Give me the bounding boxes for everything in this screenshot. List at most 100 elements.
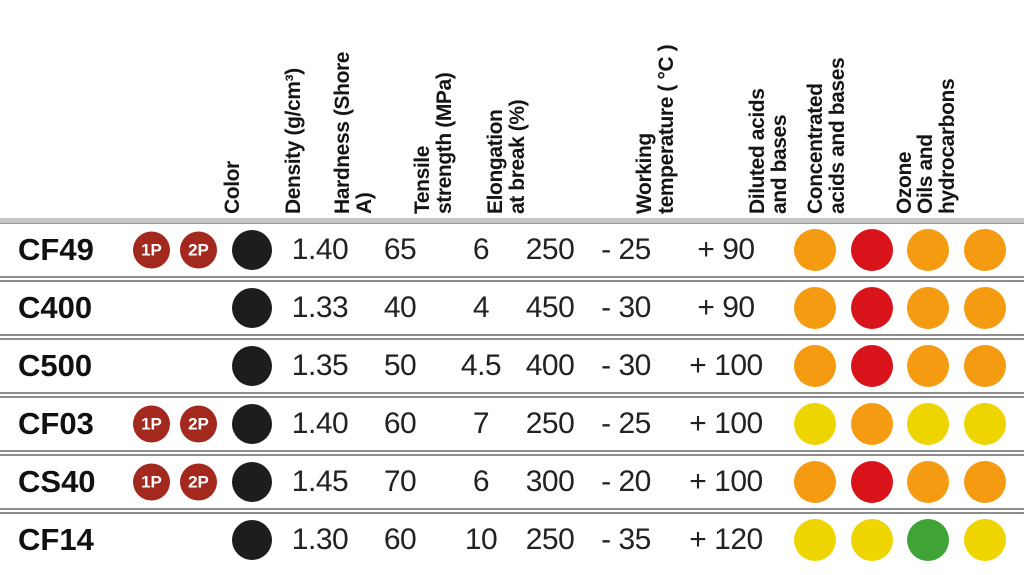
density-value: 1.33: [291, 291, 349, 324]
column-header-density: Density (g/cm³): [282, 68, 305, 214]
working-temp-max: + 100: [689, 407, 763, 440]
rating-dot-oils: [964, 519, 1006, 561]
rating-dot-concentrated-acids: [851, 287, 893, 329]
hardness-value: 60: [383, 407, 417, 440]
table-row-c400: C400 1.33 40 4 450 - 30 + 90: [0, 282, 1024, 334]
rating-dot-ozone: [907, 345, 949, 387]
density-value: 1.45: [291, 465, 349, 498]
row-separator: [0, 508, 1024, 514]
working-temp-min: - 25: [601, 407, 651, 440]
header-divider-bar: [0, 218, 1024, 224]
density-value: 1.40: [291, 407, 349, 440]
badge-2p: 2P: [180, 463, 217, 501]
color-swatch: [232, 288, 272, 328]
working-temp-min: - 30: [601, 291, 651, 324]
rating-dot-oils: [964, 229, 1006, 271]
color-swatch: [232, 462, 272, 502]
row-separator: [0, 334, 1024, 340]
working-temp-max: + 120: [689, 523, 763, 556]
column-header-ozone: Ozone: [893, 151, 916, 214]
badge-2p: 2P: [180, 405, 217, 443]
color-swatch: [232, 230, 272, 270]
working-temp-min: - 25: [601, 233, 651, 266]
table-row-cs40: CS40 1P 2P 1.45 70 6 300 - 20 + 100: [0, 456, 1024, 508]
column-header-diluted-acids: Diluted acids and bases: [746, 88, 791, 215]
working-temp-min: - 20: [601, 465, 651, 498]
working-temp-min: - 35: [601, 523, 651, 556]
working-temp-max: + 100: [689, 465, 763, 498]
column-header-color: Color: [221, 161, 244, 214]
table-row-c500: C500 1.35 50 4.5 400 - 30 + 100: [0, 340, 1024, 392]
hardness-value: 70: [383, 465, 417, 498]
table-header: Color Density (g/cm³) Hardness (Shore A)…: [0, 0, 1024, 218]
material-name: C400: [18, 290, 93, 325]
rating-dot-oils: [964, 345, 1006, 387]
color-swatch: [232, 404, 272, 444]
row-separator: [0, 392, 1024, 398]
rating-dot-concentrated-acids: [851, 519, 893, 561]
material-name: CF49: [18, 232, 94, 267]
material-name: C500: [18, 348, 93, 383]
hardness-value: 65: [383, 233, 417, 266]
column-header-tensile-strength: Tensile strength (MPa): [411, 72, 456, 214]
hardness-value: 50: [383, 349, 417, 382]
elongation-value: 400: [525, 349, 575, 382]
badge-1p: 1P: [133, 405, 170, 443]
rating-dot-diluted-acids: [794, 345, 836, 387]
row-separator: [0, 276, 1024, 282]
hardness-value: 40: [383, 291, 417, 324]
rating-dot-diluted-acids: [794, 461, 836, 503]
elongation-value: 450: [525, 291, 575, 324]
tensile-strength-value: 4.5: [460, 349, 502, 382]
material-name: CF03: [18, 406, 94, 441]
density-value: 1.30: [291, 523, 349, 556]
rating-dot-diluted-acids: [794, 287, 836, 329]
column-header-hardness: Hardness (Shore A): [331, 51, 376, 214]
rating-dot-oils: [964, 403, 1006, 445]
elongation-value: 300: [525, 465, 575, 498]
rating-dot-ozone: [907, 519, 949, 561]
elongation-value: 250: [525, 407, 575, 440]
color-swatch: [232, 346, 272, 386]
rating-dot-oils: [964, 287, 1006, 329]
density-value: 1.40: [291, 233, 349, 266]
working-temp-max: + 90: [697, 291, 755, 324]
tensile-strength-value: 6: [472, 233, 490, 266]
rating-dot-concentrated-acids: [851, 461, 893, 503]
elongation-value: 250: [525, 523, 575, 556]
tensile-strength-value: 7: [472, 407, 490, 440]
density-value: 1.35: [291, 349, 349, 382]
elongation-value: 250: [525, 233, 575, 266]
rating-dot-diluted-acids: [794, 519, 836, 561]
rating-dot-concentrated-acids: [851, 229, 893, 271]
table-row-cf03: CF03 1P 2P 1.40 60 7 250 - 25 + 100: [0, 398, 1024, 450]
column-header-concentrated-acids: Concentrated acids and bases: [804, 57, 849, 214]
table-row-cf49: CF49 1P 2P 1.40 65 6 250 - 25 + 90: [0, 224, 1024, 276]
column-header-working-temperature: Working temperature ( °C ): [633, 44, 678, 214]
working-temp-max: + 100: [689, 349, 763, 382]
tensile-strength-value: 6: [472, 465, 490, 498]
color-swatch: [232, 520, 272, 560]
badge-1p: 1P: [133, 463, 170, 501]
working-temp-max: + 90: [697, 233, 755, 266]
rating-dot-ozone: [907, 229, 949, 271]
tensile-strength-value: 4: [472, 291, 490, 324]
rating-dot-concentrated-acids: [851, 345, 893, 387]
material-name: CS40: [18, 464, 96, 499]
working-temp-min: - 30: [601, 349, 651, 382]
rating-dot-ozone: [907, 403, 949, 445]
tensile-strength-value: 10: [464, 523, 498, 556]
table-row-cf14: CF14 1.30 60 10 250 - 35 + 120: [0, 514, 1024, 566]
badge-2p: 2P: [180, 231, 217, 269]
rating-dot-concentrated-acids: [851, 403, 893, 445]
rating-dot-ozone: [907, 461, 949, 503]
rating-dot-oils: [964, 461, 1006, 503]
material-name: CF14: [18, 522, 94, 557]
column-header-oils-hydrocarbons: Oils and hydrocarbons: [914, 78, 959, 214]
column-header-elongation: Elongation at break (%): [484, 99, 529, 214]
badge-1p: 1P: [133, 231, 170, 269]
row-separator: [0, 450, 1024, 456]
hardness-value: 60: [383, 523, 417, 556]
rating-dot-ozone: [907, 287, 949, 329]
